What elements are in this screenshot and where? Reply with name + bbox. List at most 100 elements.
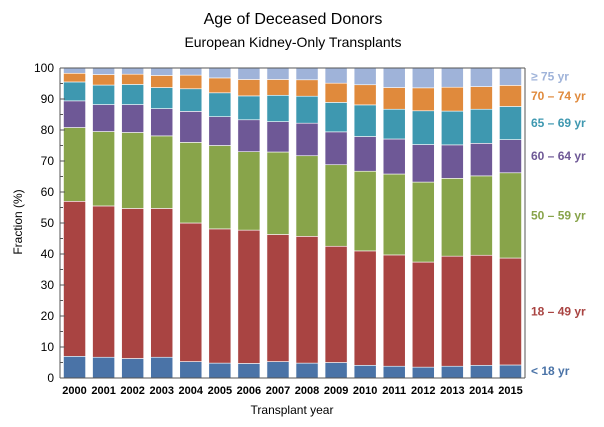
x-tick-label: 2000 (62, 385, 86, 397)
bar-segment (382, 365, 406, 379)
bar-segment (237, 151, 261, 231)
bar-segment (324, 102, 348, 133)
bar-segment (324, 67, 348, 84)
bar-segment (440, 110, 464, 146)
bar-segment (499, 85, 522, 107)
x-tick-label: 2002 (120, 385, 144, 397)
bar-segment (440, 178, 464, 257)
x-tick-label: 2001 (91, 385, 115, 397)
bar-segment (470, 364, 493, 379)
bar-segment (382, 254, 406, 367)
bar-segment (382, 173, 406, 256)
bar-segment (295, 236, 319, 364)
bar-segment (121, 67, 145, 75)
bar-segment (295, 79, 319, 97)
x-tick-label: 2005 (208, 385, 232, 397)
y-tick-label: 0 (47, 371, 54, 385)
bars-layer (63, 67, 522, 379)
bar-segment (470, 86, 493, 110)
bar-segment (150, 356, 174, 379)
bar-segment (208, 92, 232, 117)
bar-segment (266, 79, 290, 96)
x-tick-label: 2015 (498, 385, 522, 397)
x-tick-label: 2013 (440, 385, 464, 397)
y-tick-label: 40 (41, 247, 55, 261)
bar-segment (382, 87, 406, 110)
bar-segment (324, 362, 348, 379)
bar-segment (470, 108, 493, 144)
bar-segment (440, 86, 464, 112)
y-tick-label: 10 (41, 340, 55, 354)
bar-segment (237, 67, 261, 80)
bar-segment (179, 222, 203, 362)
bar-segment (499, 139, 522, 174)
bar-segment (295, 362, 319, 379)
bar-segment (121, 208, 145, 359)
legend-layer: < 18 yr 18 – 49 yr 50 – 59 yr 60 – 64 yr 65 … (531, 70, 586, 378)
bar-segment (92, 67, 115, 75)
bar-segment (499, 172, 522, 259)
bar-segment (295, 67, 319, 81)
x-tick-label: 2011 (382, 385, 406, 397)
bar-segment (237, 79, 261, 97)
bar-segment (324, 164, 348, 247)
bar-segment (208, 362, 232, 379)
bar-segment (440, 67, 464, 88)
x-tick-label: 2007 (266, 385, 290, 397)
y-axis-label: Fraction (%) (11, 189, 25, 254)
y-tick-label: 60 (41, 185, 55, 199)
bar-segment (411, 110, 435, 145)
bar-segment (440, 255, 464, 367)
bar-segment (63, 67, 86, 74)
bar-segment (499, 106, 522, 140)
bar-segment (470, 143, 493, 177)
bar-segment (150, 135, 174, 209)
x-tick-label: 2004 (179, 385, 204, 397)
bar-segment (92, 131, 115, 207)
bar-segment (63, 355, 86, 379)
bar-segment (411, 87, 435, 112)
legend-label: 70 – 74 yr (531, 89, 586, 103)
bar-segment (179, 88, 203, 112)
bar-segment (92, 205, 115, 358)
bar-segment (208, 116, 232, 146)
bar-segment (92, 84, 115, 105)
bar-segment (295, 155, 319, 237)
bar-segment (63, 127, 86, 202)
legend-label: 65 – 69 yr (531, 116, 586, 130)
x-tick-label: 2009 (324, 385, 348, 397)
legend-label: ≥ 75 yr (531, 70, 569, 84)
bar-segment (382, 67, 406, 88)
y-tick-label: 70 (41, 154, 55, 168)
bar-segment (266, 151, 290, 235)
x-tick-label: 2010 (353, 385, 377, 397)
bar-segment (266, 361, 290, 379)
bar-segment (411, 181, 435, 263)
bar-segment (499, 364, 522, 379)
bar-segment (382, 108, 406, 140)
bar-segment (237, 95, 261, 121)
x-tick-label: 2006 (237, 385, 261, 397)
y-tick-label: 80 (41, 123, 55, 137)
bar-segment (121, 358, 145, 379)
bar-segment (411, 261, 435, 368)
bar-segment (353, 364, 377, 379)
bar-segment (179, 361, 203, 379)
bar-segment (353, 136, 377, 172)
bar-segment (470, 175, 493, 256)
bar-segment (150, 108, 174, 137)
bar-segment (63, 201, 86, 357)
bar-segment (353, 67, 377, 86)
y-tick-label: 50 (41, 216, 55, 230)
bar-segment (208, 67, 232, 79)
x-tick-label: 2014 (469, 385, 494, 397)
x-tick-label: 2003 (149, 385, 173, 397)
bar-segment (179, 142, 203, 224)
bar-segment (411, 144, 435, 183)
bar-segment (92, 74, 115, 86)
bar-segment (179, 74, 203, 90)
bar-segment (150, 67, 174, 76)
bar-segment (266, 234, 290, 362)
bar-segment (470, 254, 493, 366)
bar-segment (353, 84, 377, 106)
